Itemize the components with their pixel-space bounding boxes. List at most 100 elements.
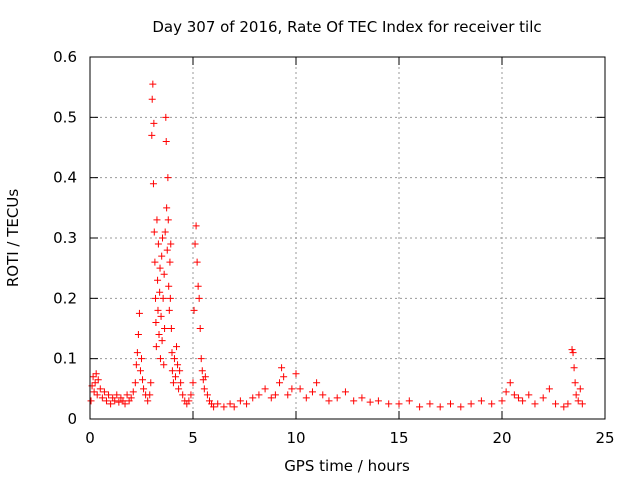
data-point [144,397,152,405]
data-point [146,391,154,399]
data-point [127,394,135,402]
data-point [261,385,269,393]
data-point [292,370,300,378]
data-point [159,234,167,242]
data-point [152,294,160,302]
y-tick-label: 0 [67,410,77,428]
data-point [151,258,159,266]
data-point [92,370,100,378]
data-point [132,361,140,369]
x-tick-label: 0 [85,429,95,447]
data-point [134,331,142,339]
data-point [416,403,424,411]
data-point [160,361,168,369]
data-point [138,355,145,363]
data-point [168,367,176,375]
data-point [89,373,97,381]
x-tick-label: 25 [595,429,614,447]
data-point [156,264,164,272]
data-point [236,397,244,405]
data-point [288,385,296,393]
data-point [195,294,203,302]
data-point [147,379,155,387]
data-point [94,376,102,384]
data-point [139,376,147,384]
data-point [395,400,403,408]
data-point [90,388,98,396]
data-point [158,337,166,345]
data-point [319,391,327,399]
data-point [148,131,156,139]
data-point [366,398,374,406]
data-point [230,403,238,411]
data-point [177,379,185,387]
x-tick-label: 15 [389,429,408,447]
axis-ticks: 0 5 10 15 20 25 0 0.1 0.2 0.3 0.4 0.5 0.6 [53,48,614,447]
data-point [576,385,584,393]
data-point [185,397,193,405]
data-point [267,394,275,402]
data-point [214,400,222,408]
data-point [325,397,333,405]
data-points [87,80,586,411]
data-point [135,309,143,317]
data-point [167,240,175,248]
data-point [156,288,164,296]
data-point [165,306,173,314]
data-point [129,388,137,396]
data-point [155,331,163,339]
data-point [189,379,197,387]
data-point [574,397,582,405]
data-point [187,391,195,399]
data-point [296,385,304,393]
data-point [157,312,165,320]
data-point [158,252,166,260]
data-point [385,400,393,408]
data-point [201,373,209,381]
y-axis-label: ROTI / TECUs [4,189,22,287]
data-point [154,240,162,248]
data-point [154,276,162,284]
data-point [163,204,171,212]
data-point [170,355,178,363]
data-point [477,397,485,405]
data-point [149,80,157,88]
data-point [149,180,157,188]
data-point [164,174,172,182]
data-point [161,325,169,332]
data-point [152,318,160,326]
chart-title: Day 307 of 2016, Rate Of TEC Index for r… [152,18,541,36]
data-point [569,349,577,357]
data-point [514,394,522,402]
data-point [171,373,179,381]
data-point [175,385,183,393]
data-point [165,282,173,290]
data-point [196,325,204,332]
data-point [176,367,184,375]
data-point [350,397,358,405]
data-point [191,240,199,248]
x-tick-label: 5 [188,429,198,447]
data-point [276,379,284,387]
data-point [210,403,218,411]
data-point [100,388,108,396]
data-point [358,394,366,402]
data-point [91,379,99,387]
data-point [154,306,162,314]
data-point [98,394,106,402]
data-point [278,364,286,372]
data-point [198,367,206,375]
data-point [374,397,382,405]
data-point [302,394,310,402]
data-point [123,391,131,399]
data-point [153,216,161,224]
data-point [168,349,176,357]
data-point [313,379,321,387]
data-point [571,379,579,387]
data-point [220,403,228,411]
y-tick-label: 0.3 [53,229,77,247]
x-tick-label: 20 [492,429,511,447]
data-point [560,403,568,411]
